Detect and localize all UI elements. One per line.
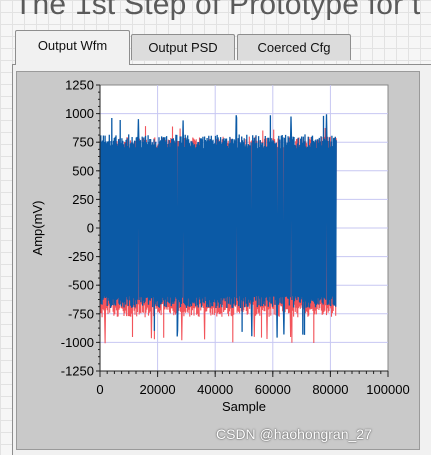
- y-tick-label: 250: [72, 192, 94, 207]
- y-tick-label: 1000: [65, 106, 94, 121]
- y-tick-label: 0: [87, 221, 94, 236]
- x-tick-label: 80000: [312, 382, 348, 397]
- x-tick-label: 0: [96, 382, 103, 397]
- tab-output-psd[interactable]: Output PSD: [131, 34, 235, 60]
- x-tick-label: 20000: [140, 382, 176, 397]
- x-tick-label: 60000: [255, 382, 291, 397]
- tab-strip: Output Wfm Output PSD Coerced Cfg: [12, 30, 431, 65]
- y-tick-label: 750: [72, 135, 94, 150]
- y-tick-label: -750: [68, 306, 94, 321]
- y-axis-label: Amp(mV): [30, 201, 45, 256]
- waveform-series-primary: [99, 114, 337, 338]
- waveform-graph: -1250 -1000 -750 -500 -250 0 250 500 750 1000 1250…: [16, 71, 420, 450]
- watermark: CSDN @haohongran_27: [216, 426, 372, 442]
- y-tick-label: -1000: [61, 335, 94, 350]
- y-tick-label: -500: [68, 278, 94, 293]
- y-tick-label: 500: [72, 163, 94, 178]
- tab-panel: -1250 -1000 -750 -500 -250 0 250 500 750 1000 1250…: [12, 64, 431, 455]
- x-tick-label: 40000: [197, 382, 233, 397]
- window-title: The 1st Step of Prototype for t: [14, 0, 421, 21]
- x-axis-label: Sample: [222, 399, 266, 414]
- y-tick-label: -250: [68, 249, 94, 264]
- y-tick-label: 1250: [65, 78, 94, 93]
- waveform-chart: -1250 -1000 -750 -500 -250 0 250 500 750 1000 1250…: [30, 78, 410, 415]
- tab-coerced-cfg[interactable]: Coerced Cfg: [237, 34, 351, 60]
- y-tick-label: -1250: [61, 364, 94, 379]
- tab-output-wfm[interactable]: Output Wfm: [15, 30, 130, 65]
- x-tick-label: 100000: [366, 382, 409, 397]
